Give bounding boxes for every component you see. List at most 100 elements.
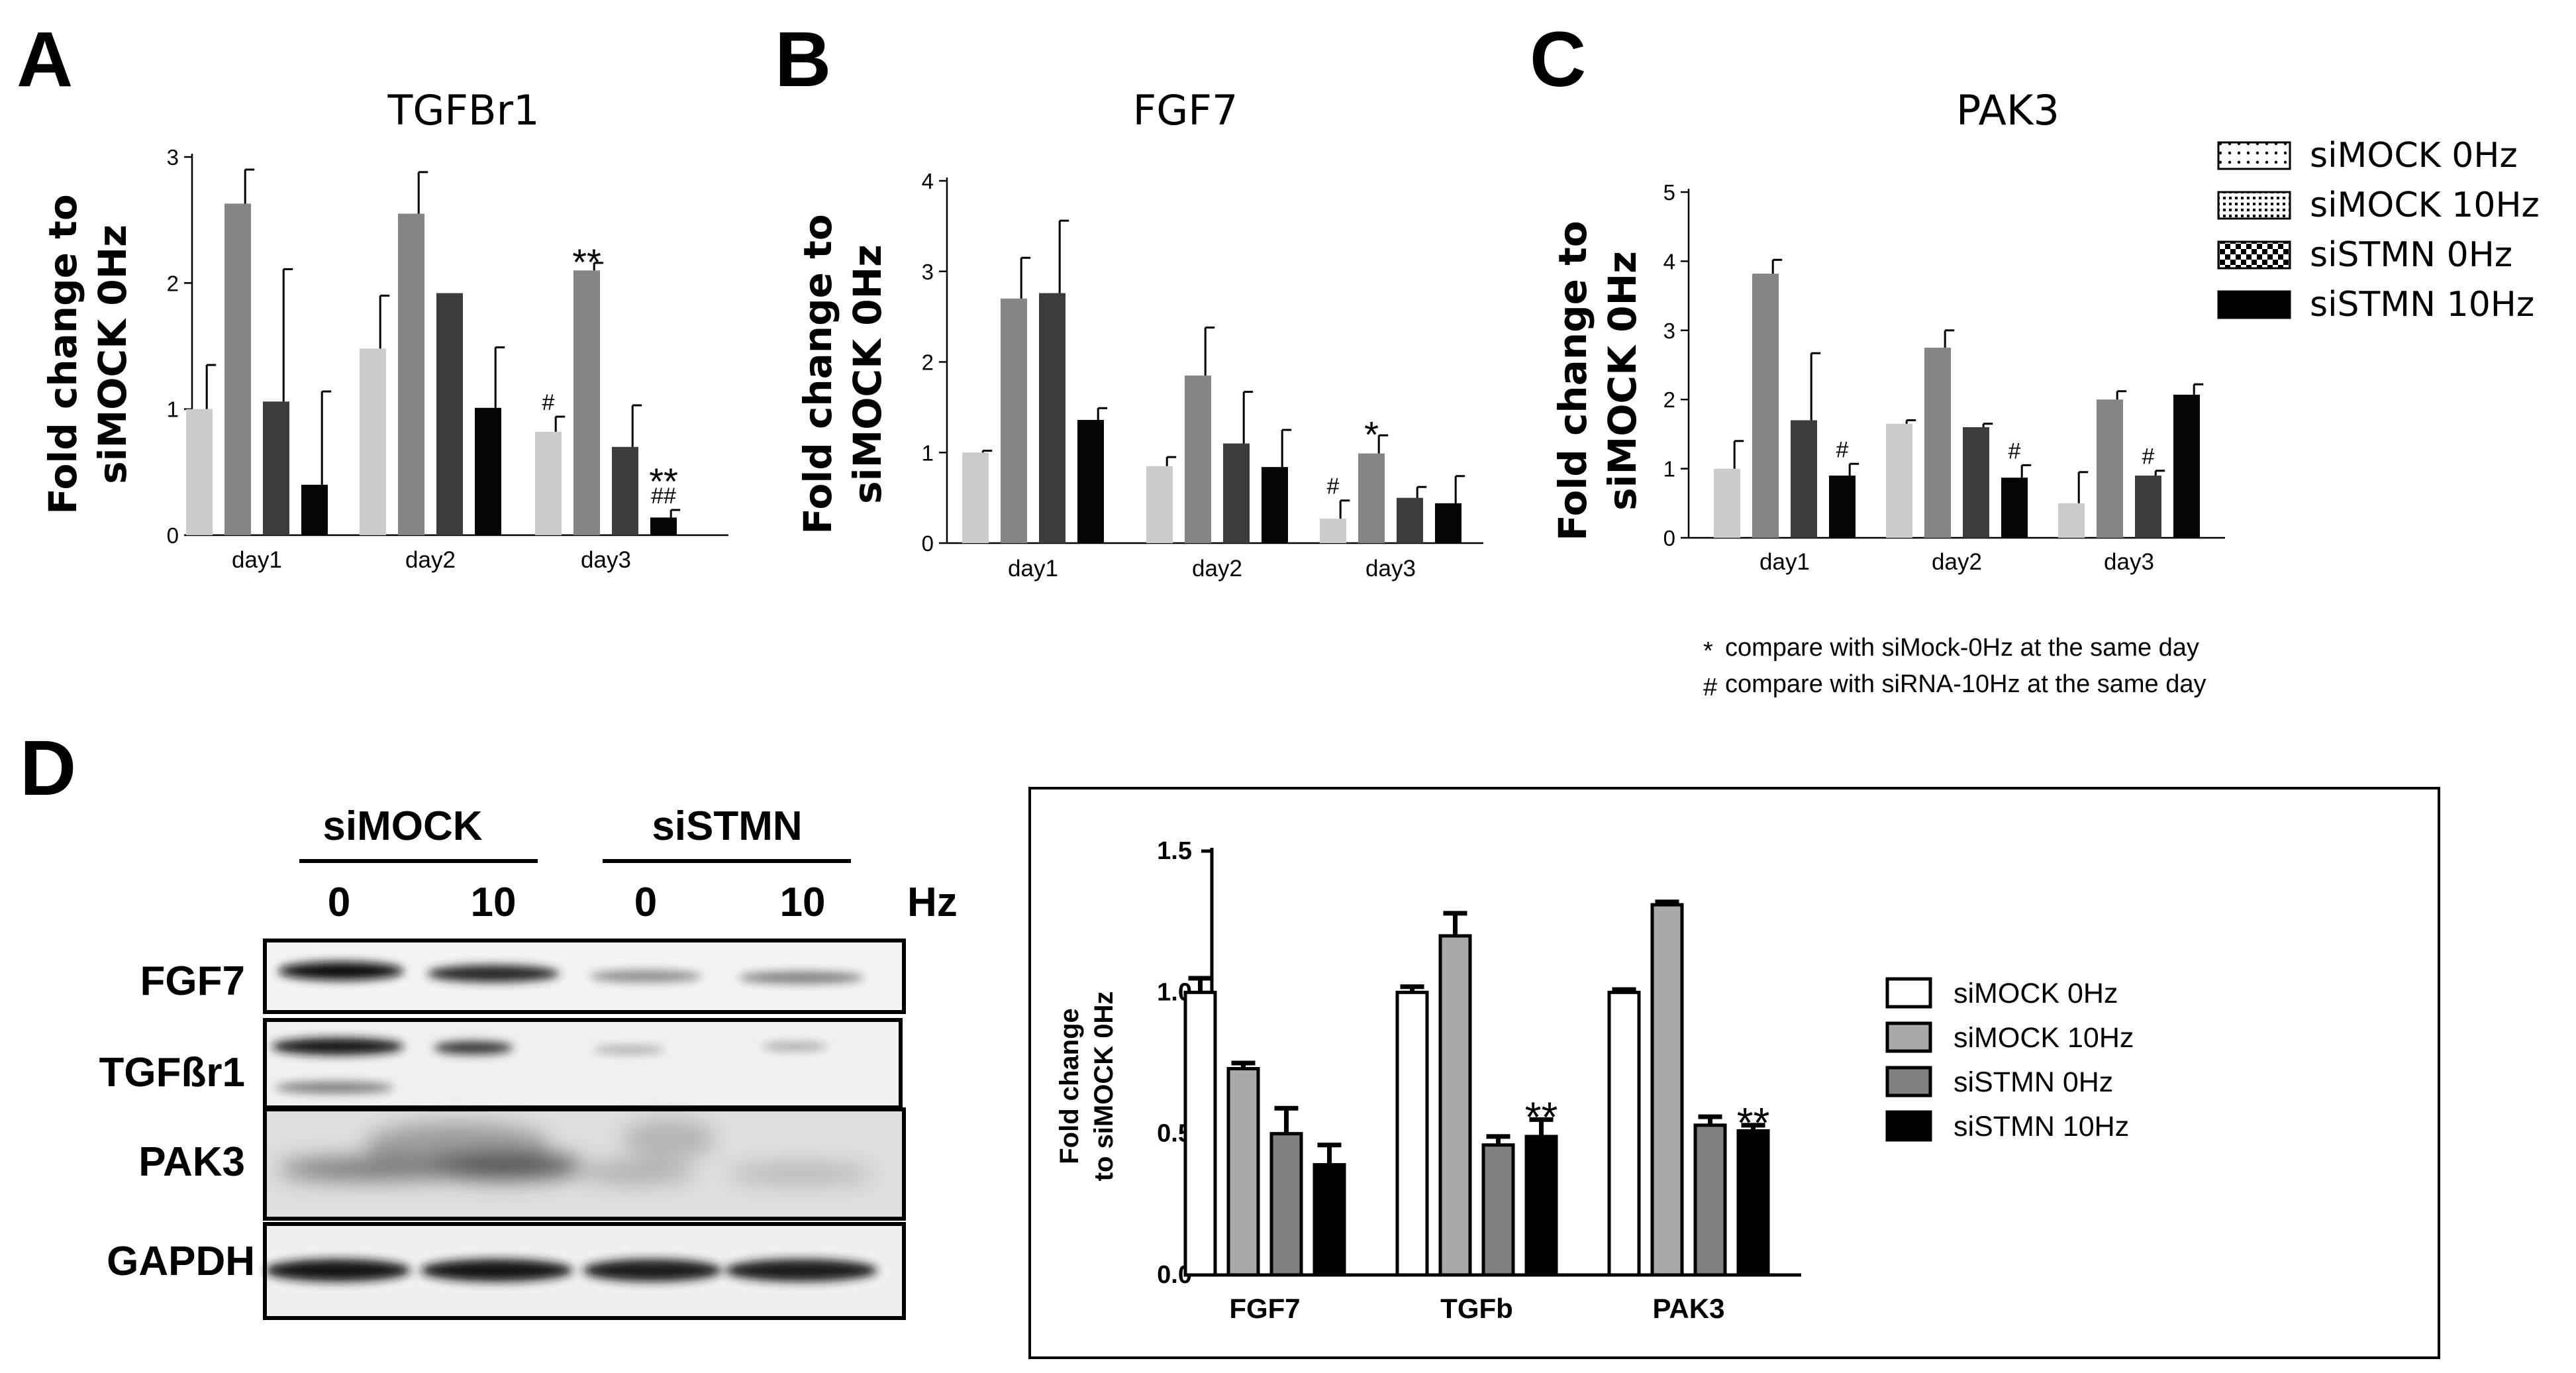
chart-d-bar — [1438, 934, 1472, 1277]
chart-d-significance-mark: ** — [1737, 1099, 1770, 1146]
chart-b-bar — [962, 452, 989, 543]
legend-swatch-sistmn-10hz — [2217, 290, 2291, 319]
chart-a-bar — [535, 431, 562, 535]
blot-lane-3: 0 — [634, 880, 657, 925]
chart-a-bar — [398, 213, 424, 535]
chart-a-title: TGFBr1 — [387, 86, 539, 134]
chart-a-significance-mark: # — [542, 390, 555, 415]
chart-b-bar — [1320, 519, 1346, 543]
chart-b-bar — [1223, 443, 1250, 543]
chart-b-bar — [1397, 497, 1423, 543]
chart-a-bar — [612, 446, 638, 535]
chart-a-ytick-label: 2 — [167, 271, 179, 295]
blot-strip-pak3 — [263, 1107, 906, 1221]
blot-row-label-fgf7: FGF7 — [140, 958, 245, 1004]
chart-a-bar — [186, 409, 213, 535]
chart-a-ylabel-line2: siMOCK 0Hz — [90, 225, 135, 484]
blot-group-simock: siMOCK — [322, 803, 482, 849]
legend-d-swatch-simock-10hz — [1885, 1021, 1932, 1053]
chart-a-category-label: day1 — [232, 547, 282, 573]
chart-c-bar — [1829, 476, 1856, 538]
panel-label-d: D — [20, 725, 76, 812]
chart-d-bar — [1736, 1129, 1770, 1277]
chart-b-ytick-label: 0 — [922, 531, 934, 556]
chart-d-ylabel-line1: Fold change — [1055, 1008, 1084, 1164]
legend-d-swatch-sistmn-0hz — [1885, 1066, 1932, 1097]
note-hash-text: compare with siRNA-10Hz at the same day — [1725, 670, 2206, 698]
chart-a-bar — [436, 293, 463, 535]
chart-d-bar — [1226, 1067, 1260, 1277]
chart-b-bar — [1077, 420, 1104, 543]
chart-d-bar — [1693, 1123, 1727, 1277]
chart-b-bar — [1146, 466, 1173, 543]
chart-b-bar — [1435, 503, 1461, 543]
chart-b-category-label: day2 — [1192, 556, 1242, 582]
blot-row-label-gapdh: GAPDH — [107, 1239, 255, 1284]
chart-a-significance-mark: ** — [649, 460, 678, 502]
chart-c-category-label: day2 — [1932, 549, 1982, 575]
blot-group-sistmn: siSTMN — [652, 803, 802, 849]
chart-b-bar — [1262, 467, 1288, 543]
legend-label-sistmn-10hz: siSTMN 10Hz — [2310, 285, 2534, 325]
legend-d-label-sistmn-10hz: siSTMN 10Hz — [1954, 1111, 2129, 1143]
chart-b-ytick-label: 2 — [922, 350, 934, 375]
blot-strip-tgfbr1 — [263, 1018, 903, 1109]
panel-label-c: C — [1530, 16, 1586, 103]
chart-a-bar — [650, 517, 677, 535]
blot-lane-1: 0 — [328, 880, 350, 925]
chart-d-ytick-label: 1.5 — [1157, 837, 1192, 865]
chart-b: 0 1 2 3 4 day1 day2 day3 # * — [922, 169, 1483, 582]
panel-label-a: A — [17, 16, 73, 103]
chart-c-ytick-label: 5 — [1663, 180, 1675, 205]
chart-a-significance-mark: ## — [651, 483, 676, 509]
chart-a-bar — [263, 401, 289, 535]
chart-c-bar — [2001, 478, 2028, 538]
legend-d-swatch-sistmn-10hz — [1885, 1110, 1932, 1142]
chart-a-ytick-label: 1 — [167, 397, 179, 422]
legend-swatch-simock-0hz — [2217, 141, 2291, 170]
chart-b-bar — [1039, 293, 1065, 543]
chart-c-bar — [2173, 394, 2200, 538]
chart-c-bar — [2097, 399, 2123, 538]
panel-label-b: B — [775, 16, 831, 103]
chart-a-ytick-label: 0 — [167, 523, 179, 548]
legend-d-label-simock-10hz: siMOCK 10Hz — [1954, 1022, 2134, 1054]
chart-a-bar — [573, 270, 600, 535]
chart-c-ylabel-line2: siMOCK 0Hz — [1600, 251, 1645, 511]
chart-b-bar — [1358, 453, 1385, 543]
chart-d-significance-mark: ** — [1525, 1093, 1558, 1141]
chart-c-bar — [1791, 420, 1817, 538]
chart-c-category-label: day3 — [2104, 549, 2154, 575]
legend-d-label-sistmn-0hz: siSTMN 0Hz — [1954, 1066, 2113, 1098]
chart-c-ytick-label: 1 — [1663, 457, 1675, 482]
chart-c-ylabel-line1: Fold change to — [1550, 221, 1595, 540]
chart-c-ytick-label: 3 — [1663, 319, 1675, 343]
chart-b-significance-mark: # — [1327, 474, 1340, 499]
chart-a-bar — [224, 203, 251, 535]
legend-d-label-simock-0hz: siMOCK 0Hz — [1954, 978, 2118, 1009]
blot-row-label-pak3: PAK3 — [138, 1139, 245, 1185]
legend-label-simock-10hz: siMOCK 10Hz — [2310, 185, 2540, 225]
note-hash-symbol: # — [1703, 674, 1717, 701]
chart-a-ylabel-line1: Fold change to — [40, 194, 85, 514]
chart-b-ytick-label: 4 — [922, 169, 934, 193]
chart-d-category-label: TGFb — [1440, 1293, 1513, 1324]
chart-b-ylabel-line2: siMOCK 0Hz — [845, 244, 890, 504]
chart-d-bar — [1395, 990, 1429, 1277]
chart-b-significance-mark: * — [1364, 413, 1379, 455]
blot-lane-2: 10 — [471, 880, 517, 925]
chart-c-ytick-label: 0 — [1663, 526, 1675, 550]
chart-b-ytick-label: 3 — [922, 260, 934, 284]
blot-row-label-tgfbr1: TGFßr1 — [99, 1050, 245, 1095]
chart-c-bar — [1752, 274, 1779, 538]
chart-d-bar — [1524, 1135, 1558, 1277]
chart-c-significance-mark: # — [2142, 444, 2155, 470]
chart-c-category-label: day1 — [1759, 549, 1810, 575]
blot-strip-gapdh — [263, 1222, 906, 1320]
chart-c-significance-mark: # — [2008, 438, 2021, 464]
chart-b-bar — [1185, 376, 1211, 543]
chart-c-bar — [2058, 503, 2085, 538]
